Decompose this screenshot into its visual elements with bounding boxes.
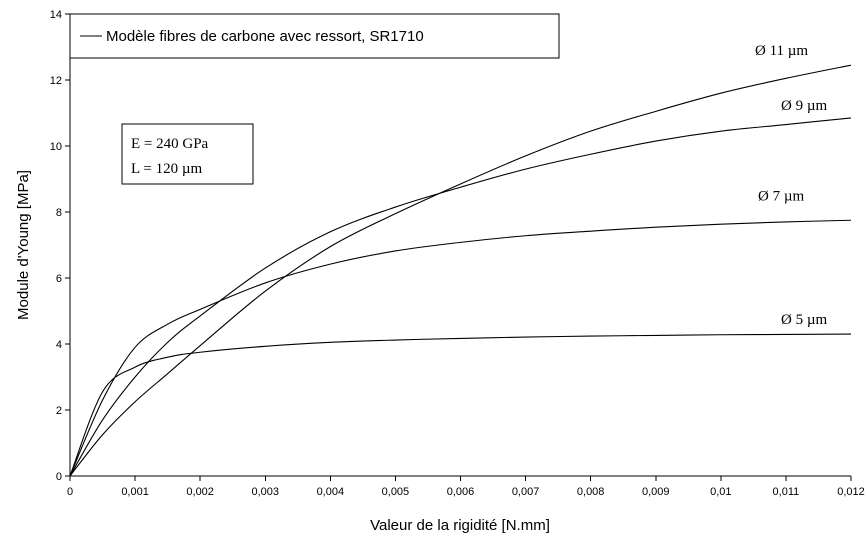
series-labels: Ø 5 µm Ø 7 µm Ø 9 µm Ø 11 µm [755,43,827,328]
x-axis-title: Valeur de la rigidité [N.mm] [370,517,550,534]
y-tick-label: 0 [56,471,62,483]
x-tick-label: 0,002 [186,486,214,498]
series-line [69,117,852,477]
parameters-box: E = 240 GPa L = 120 µm [121,123,254,185]
y-tick-label: 2 [56,405,62,417]
series-label: Ø 7 µm [758,188,804,204]
x-tick-label: 0 [67,486,73,498]
series-line [69,333,852,477]
legend-label: Modèle fibres de carbone avec ressort, S… [106,28,424,45]
parameters-frame [121,123,254,185]
y-ticks: 0 2 4 6 8 10 12 14 [50,9,70,483]
series-label: Ø 5 µm [781,312,827,328]
x-tick-label: 0,01 [710,486,731,498]
plot-area [69,14,851,477]
y-tick-label: 4 [56,339,62,351]
x-ticks: 0 0,001 0,002 0,003 0,004 0,005 0,006 0,007 0,00… [67,476,865,498]
x-tick-label: 0,005 [382,486,410,498]
y-axis-title: Module d'Young [MPa] [15,170,32,320]
x-tick-label: 0,011 [773,486,800,498]
series-label: Ø 11 µm [755,43,808,59]
x-tick-label: 0,008 [577,486,605,498]
x-tick-label: 0,007 [512,486,540,498]
x-tick-label: 0,001 [121,486,149,498]
y-tick-label: 14 [50,9,62,21]
x-tick-label: 0,009 [642,486,670,498]
x-tick-label: 0,003 [251,486,279,498]
parameter-e: E = 240 GPa [131,136,209,152]
y-tick-label: 12 [50,75,62,87]
y-tick-label: 10 [50,141,62,153]
legend-box [69,13,560,59]
parameter-l: L = 120 µm [131,161,202,177]
legend: Modèle fibres de carbone avec ressort, S… [69,13,560,59]
y-tick-label: 6 [56,273,62,285]
series-lines [69,64,852,477]
x-tick-label: 0,006 [447,486,475,498]
series-line [69,64,852,477]
x-tick-label: 0,012 [837,486,865,498]
series-label: Ø 9 µm [781,98,827,114]
y-tick-label: 8 [56,207,62,219]
series-line [69,219,852,477]
x-tick-label: 0,004 [317,486,345,498]
